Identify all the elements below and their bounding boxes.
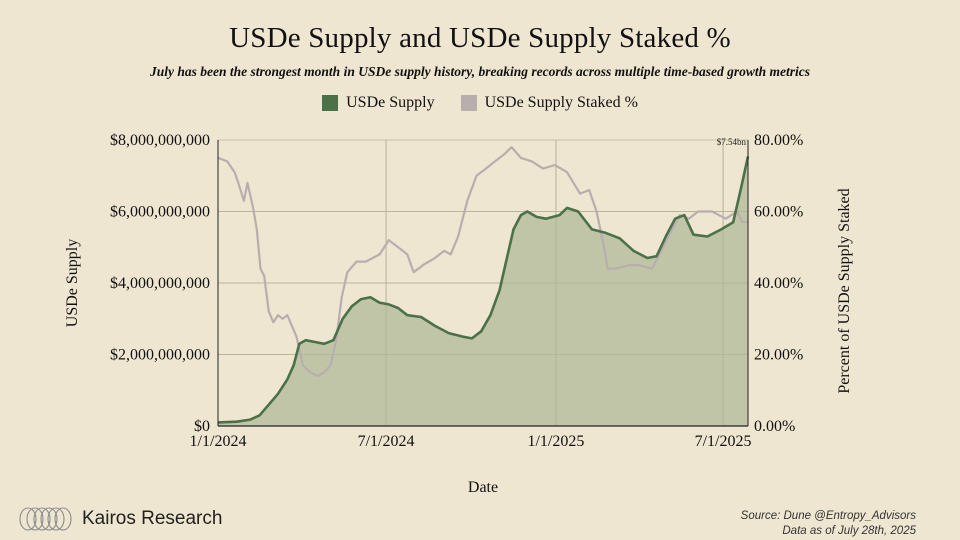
latest-value-annotation: $7.54bn	[717, 137, 747, 147]
legend-item-supply[interactable]: USDe Supply	[322, 94, 435, 112]
legend-item-staked[interactable]: USDe Supply Staked %	[460, 94, 638, 112]
legend-label-supply: USDe Supply	[346, 94, 435, 111]
y2-tick-label: 20.00%	[754, 347, 803, 364]
x-tick-label: 1/1/2024	[190, 433, 247, 450]
source-note: Source: Dune @Entropy_Advisors Data as o…	[741, 509, 916, 539]
legend-label-staked: USDe Supply Staked %	[484, 94, 638, 111]
y-tick-label: $4,000,000,000	[110, 275, 210, 292]
y2-tick-label: 80.00%	[754, 132, 803, 149]
x-axis-title: Date	[468, 479, 498, 496]
y2-tick-label: 40.00%	[754, 275, 803, 292]
y2-tick-label: 0.00%	[754, 418, 795, 435]
y-axis-title: USDe Supply	[64, 239, 81, 327]
legend-swatch-supply	[322, 95, 339, 111]
y-tick-label: $0	[194, 418, 210, 435]
supply-area	[218, 156, 748, 426]
chart-title: USDe Supply and USDe Supply Staked %	[229, 22, 731, 54]
x-tick-label: 1/1/2025	[527, 433, 584, 450]
x-tick-label: 7/1/2024	[358, 433, 415, 450]
y-tick-label: $2,000,000,000	[110, 347, 210, 364]
x-tick-label: 7/1/2025	[695, 433, 752, 450]
chart-legend: USDe Supply USDe Supply Staked %	[0, 94, 960, 112]
y-tick-label: $8,000,000,000	[110, 132, 210, 149]
legend-swatch-staked	[460, 95, 477, 111]
chart-subtitle: July has been the strongest month in USD…	[150, 64, 810, 79]
brand: Kairos Research	[18, 506, 222, 532]
y2-tick-label: 60.00%	[754, 204, 803, 221]
brand-name: Kairos Research	[82, 508, 223, 529]
series-line-supply	[217, 156, 750, 424]
kairos-rings-logo-icon	[19, 507, 72, 531]
data-date-line: Data as of July 28th, 2025	[782, 525, 916, 537]
source-line: Source: Dune @Entropy_Advisors	[740, 510, 916, 522]
series-line-staked	[217, 146, 748, 377]
y2-axis-title: Percent of USDe Supply Staked	[836, 188, 853, 393]
y-tick-label: $6,000,000,000	[110, 204, 210, 221]
